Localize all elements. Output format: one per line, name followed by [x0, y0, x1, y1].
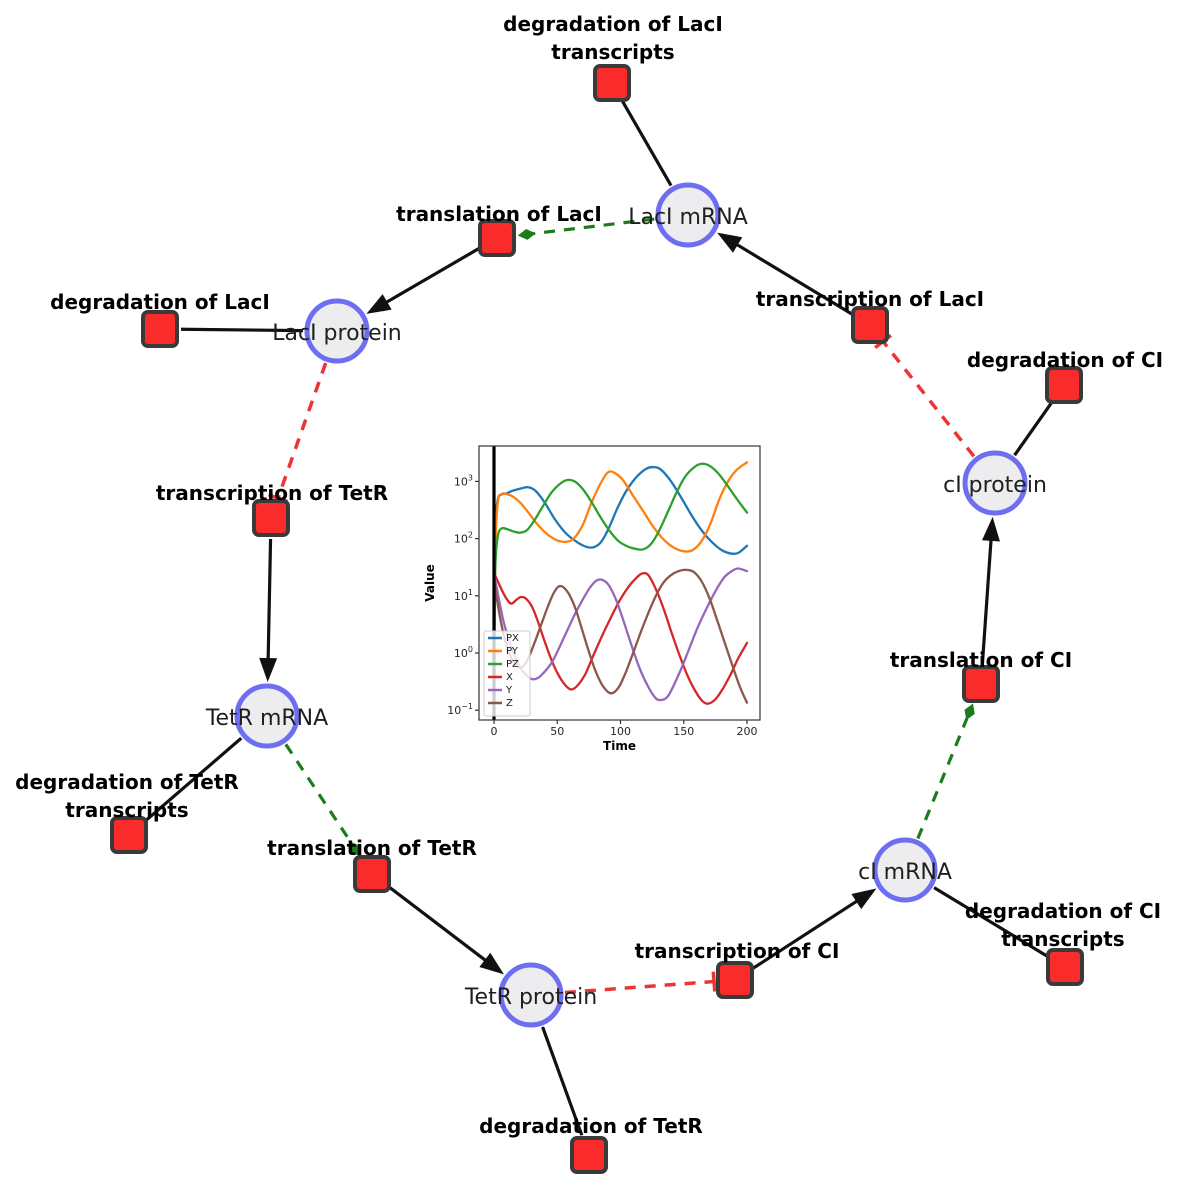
deg-laci-label: degradation of LacI — [50, 290, 270, 314]
deg-laci-transcripts-label: degradation of LacI transcripts — [503, 12, 723, 64]
laci-mrna-label: LacI mRNA — [628, 205, 748, 230]
legend-label-PX: PX — [506, 633, 519, 644]
edge-tetr-mrna-deg-tetr-transcripts — [143, 736, 243, 823]
edge-tetr-protein-txn-ci — [564, 971, 717, 995]
y-tick-label: 101 — [454, 588, 473, 603]
y-tick-label: 103 — [454, 473, 473, 488]
transl-ci-label: translation of CI — [890, 648, 1072, 672]
edge-txn-ci-ci-mrna — [751, 888, 877, 970]
reaction-node-deg-laci-transcripts[interactable] — [593, 64, 631, 102]
deg-tetr-transcripts-label: degradation of TetR transcripts — [15, 770, 239, 822]
species-node-tetr-protein[interactable] — [498, 962, 564, 1028]
y-axis-title: Value — [423, 564, 437, 602]
edge-transl-tetr-tetr-protein — [387, 885, 504, 975]
edge-ci-protein-txn-laci — [874, 333, 976, 458]
edge-transl-ci-ci-protein — [980, 516, 1000, 664]
edge-laci-protein-deg-laci — [180, 327, 304, 333]
reaction-node-deg-tetr[interactable] — [570, 1136, 608, 1174]
edge-tetr-protein-deg-tetr — [541, 1026, 584, 1136]
x-tick-label: 150 — [673, 725, 694, 738]
reaction-node-txn-laci[interactable] — [851, 306, 889, 344]
laci-protein-label: LacI protein — [272, 321, 402, 346]
tetr-protein-label: TetR protein — [464, 985, 597, 1010]
legend-label-X: X — [506, 672, 513, 683]
y-tick-label: 10−1 — [447, 702, 473, 717]
ci-protein-label: cI protein — [943, 473, 1047, 498]
species-node-tetr-mrna[interactable] — [234, 683, 300, 749]
x-axis-title: Time — [603, 739, 636, 753]
edge-tetr-mrna-transl-tetr — [284, 743, 361, 857]
reaction-node-deg-ci[interactable] — [1045, 366, 1083, 404]
reaction-node-txn-tetr[interactable] — [252, 499, 290, 537]
x-tick-label: 50 — [550, 725, 564, 738]
reaction-node-transl-ci[interactable] — [962, 665, 1000, 703]
reaction-node-deg-laci[interactable] — [141, 310, 179, 348]
species-node-laci-mrna[interactable] — [655, 182, 721, 248]
series-PX-line — [493, 465, 749, 637]
series-PY-line — [493, 461, 749, 655]
legend: PX PY PZ XYZ — [483, 630, 531, 717]
legend-label-PZ: PZ — [506, 659, 519, 670]
reaction-node-txn-ci[interactable] — [716, 961, 754, 999]
ci-mrna-label: cI mRNA — [858, 860, 952, 885]
edge-ci-mrna-deg-ci-transcripts — [933, 886, 1048, 958]
reaction-node-deg-ci-transcripts[interactable] — [1046, 948, 1084, 986]
deg-ci-label: degradation of CI — [967, 348, 1163, 372]
transl-laci-label: translation of LacI — [396, 202, 602, 226]
y-tick-label: 102 — [454, 531, 473, 546]
species-node-laci-protein[interactable] — [304, 298, 370, 364]
edge-ci-protein-deg-ci — [1013, 401, 1054, 457]
y-tick-label: 100 — [454, 645, 473, 660]
reaction-node-deg-tetr-transcripts[interactable] — [110, 816, 148, 854]
inset-timecourse-plot: 0 50 100 150 20010−1100101102103TimeValuePXP… — [423, 445, 761, 753]
txn-laci-label: transcription of LacI — [756, 287, 984, 311]
txn-tetr-label: transcription of TetR — [156, 481, 388, 505]
x-tick-label: 200 — [737, 725, 758, 738]
txn-ci-label: transcription of CI — [635, 939, 840, 963]
edge-laci-mrna-transl-laci — [517, 217, 655, 240]
edge-ci-mrna-transl-ci — [916, 703, 975, 840]
edge-txn-tetr-tetr-mrna — [259, 538, 278, 683]
legend-label-Z: Z — [506, 698, 513, 709]
edge-transl-laci-laci-protein — [366, 247, 480, 314]
edge-laci-mrna-deg-laci-transcripts — [621, 100, 673, 187]
x-tick-label: 100 — [610, 725, 631, 738]
species-node-ci-mrna[interactable] — [872, 837, 938, 903]
reaction-node-transl-laci[interactable] — [478, 219, 516, 257]
deg-ci-transcripts-label: degradation of CI transcripts — [965, 899, 1161, 951]
tetr-mrna-label: TetR mRNA — [205, 706, 328, 731]
legend-label-PY: PY — [506, 646, 519, 657]
deg-tetr-label: degradation of TetR — [479, 1114, 703, 1138]
plot-frame — [478, 445, 761, 721]
reaction-node-transl-tetr[interactable] — [353, 855, 391, 893]
edge-txn-laci-laci-mrna — [717, 232, 853, 316]
series-X-line — [492, 571, 749, 705]
transl-tetr-label: translation of TetR — [267, 836, 477, 860]
legend-label-Y: Y — [505, 685, 513, 696]
x-tick-label: 0 — [491, 725, 498, 738]
series-PZ-line — [493, 462, 749, 645]
species-node-ci-protein[interactable] — [962, 450, 1028, 516]
